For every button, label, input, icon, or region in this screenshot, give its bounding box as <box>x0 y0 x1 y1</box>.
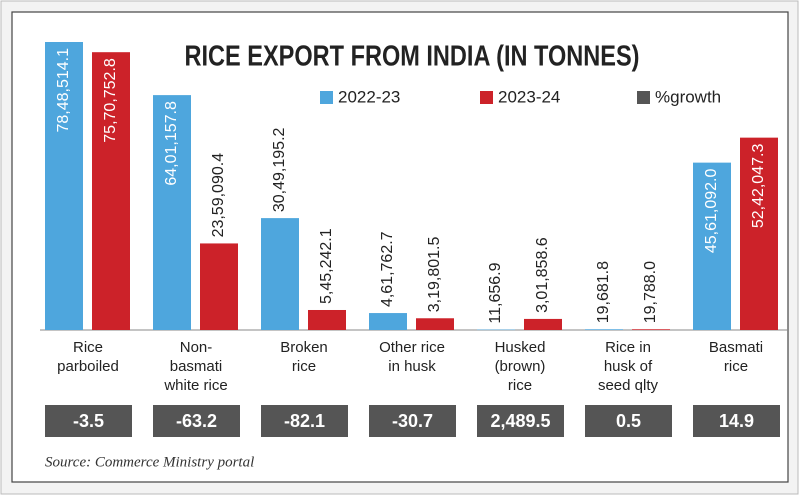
bar <box>92 52 130 330</box>
source: Source: Commerce Ministry portal <box>45 454 254 470</box>
growth-box <box>693 405 780 437</box>
category-label: Non-basmati white rice <box>163 339 227 394</box>
growth-box <box>477 405 564 437</box>
legend-swatch <box>320 91 333 104</box>
growth-box <box>45 405 132 437</box>
bar <box>693 162 731 330</box>
growth-box <box>369 405 456 437</box>
growth-label: 2,489.5 <box>490 411 550 431</box>
value-label: 19,788.0 <box>642 261 659 323</box>
legend-swatch <box>480 91 493 104</box>
value-label: 3,19,801.5 <box>426 237 443 313</box>
chart-title: RICE EXPORT FROM INDIA (IN TONNES) <box>185 41 640 73</box>
value-label: 45,61,092.0 <box>703 169 720 254</box>
value-label: 52,42,047.3 <box>750 144 767 229</box>
bar <box>416 318 454 330</box>
growth-label: -3.5 <box>73 411 104 431</box>
bar <box>153 95 191 331</box>
bar <box>45 42 83 330</box>
growth-label: 0.5 <box>616 411 641 431</box>
bar <box>477 329 515 331</box>
growth-box <box>585 405 672 437</box>
value-label: 78,48,514.1 <box>55 48 72 133</box>
category-label: Husked (brown) rice <box>495 339 546 394</box>
panel <box>11 11 789 483</box>
growth-label: -63.2 <box>176 411 217 431</box>
category-label: Other rice in husk <box>379 339 445 375</box>
value-label: 23,59,090.4 <box>210 153 227 238</box>
bar <box>524 318 562 330</box>
legend-label: %growth <box>655 87 721 106</box>
bar <box>585 329 623 330</box>
growth-label: -82.1 <box>284 411 325 431</box>
category-label: Rice in husk of seed qlty <box>598 339 659 394</box>
bar <box>740 137 778 330</box>
value-label: 19,681.8 <box>595 261 612 323</box>
growth-box <box>261 405 348 437</box>
legend-label: 2022-23 <box>338 87 400 106</box>
category-label: Rice parboiled <box>57 339 119 375</box>
legend-swatch <box>637 91 650 104</box>
bar <box>200 243 238 330</box>
bar <box>369 313 407 330</box>
value-label: 11,656.9 <box>487 262 504 323</box>
growth-label: -30.7 <box>392 411 433 431</box>
bar <box>308 309 346 330</box>
legend-label: 2023-24 <box>498 87 560 106</box>
growth-label: 14.9 <box>719 411 754 431</box>
category-label: Basmati rice <box>709 339 763 375</box>
category-label: Broken rice <box>280 339 328 375</box>
value-label: 64,01,157.8 <box>163 101 180 186</box>
growth-box <box>153 405 240 437</box>
value-label: 30,49,195.2 <box>271 127 288 212</box>
value-label: 75,70,752.8 <box>102 58 119 143</box>
value-label: 4,61,762.7 <box>379 231 396 307</box>
bar <box>261 218 299 330</box>
value-label: 5,45,242.1 <box>318 228 335 304</box>
value-label: 3,01,858.6 <box>534 237 551 313</box>
bar <box>632 329 670 330</box>
